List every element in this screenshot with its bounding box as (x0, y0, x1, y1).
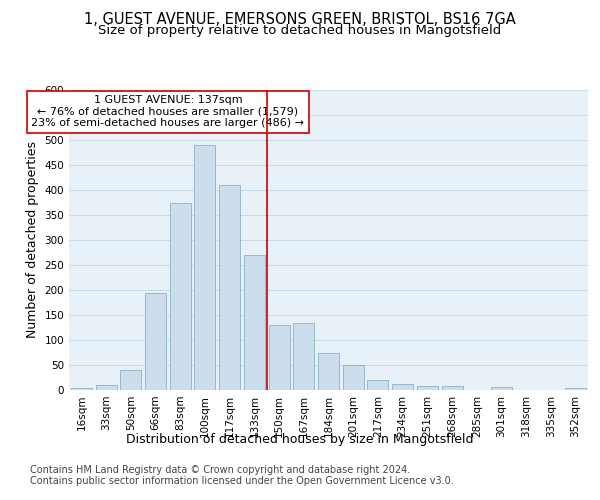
Text: Contains public sector information licensed under the Open Government Licence v3: Contains public sector information licen… (30, 476, 454, 486)
Bar (269, 325, 290, 390)
Y-axis label: Number of detached properties: Number of detached properties (26, 142, 39, 338)
Bar (491, 387, 512, 390)
Bar (318, 352, 339, 390)
Text: 1, GUEST AVENUE, EMERSONS GREEN, BRISTOL, BS16 7GA: 1, GUEST AVENUE, EMERSONS GREEN, BRISTOL… (84, 12, 516, 28)
Bar (194, 145, 215, 390)
Bar (170, 202, 191, 390)
Bar (219, 185, 240, 390)
Bar (417, 386, 438, 390)
Bar (343, 365, 364, 390)
Text: Distribution of detached houses by size in Mangotsfield: Distribution of detached houses by size … (126, 432, 474, 446)
Text: 1 GUEST AVENUE: 137sqm
← 76% of detached houses are smaller (1,579)
23% of semi-: 1 GUEST AVENUE: 137sqm ← 76% of detached… (31, 95, 304, 128)
Bar (367, 380, 388, 390)
Bar (71, 388, 92, 390)
Text: Size of property relative to detached houses in Mangotsfield: Size of property relative to detached ho… (98, 24, 502, 37)
Bar (120, 370, 141, 390)
Bar (293, 322, 314, 390)
Bar (442, 386, 463, 390)
Bar (565, 388, 586, 390)
Bar (392, 384, 413, 390)
Text: Contains HM Land Registry data © Crown copyright and database right 2024.: Contains HM Land Registry data © Crown c… (30, 465, 410, 475)
Bar (145, 292, 166, 390)
Bar (95, 385, 116, 390)
Bar (244, 255, 265, 390)
